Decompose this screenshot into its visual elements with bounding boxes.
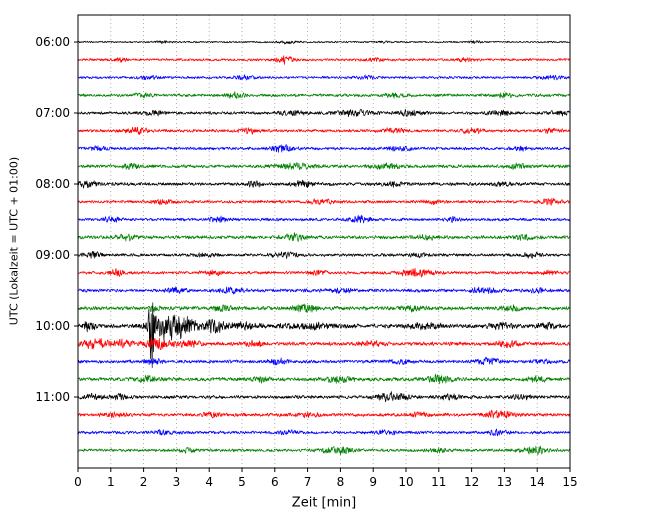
trace-09:30 <box>78 286 570 295</box>
trace-09:00 <box>78 250 570 259</box>
y-tick-label-10:00: 10:00 <box>35 319 70 333</box>
x-tick-label-15: 15 <box>562 475 577 489</box>
trace-08:30 <box>78 214 570 224</box>
plot-border <box>77 14 571 469</box>
x-tick-label-11: 11 <box>431 475 446 489</box>
trace-10:00 <box>78 302 570 368</box>
x-axis-label: Zeit [min] <box>291 495 357 511</box>
trace-06:45 <box>78 91 570 100</box>
trace-08:15 <box>78 197 570 206</box>
trace-11:45 <box>78 445 570 455</box>
y-tick-label-07:00: 07:00 <box>35 106 70 120</box>
x-tick-label-2: 2 <box>140 475 148 489</box>
x-tick-label-1: 1 <box>107 475 115 489</box>
x-tick-label-8: 8 <box>337 475 345 489</box>
x-tick-label-4: 4 <box>205 475 213 489</box>
trace-07:15 <box>78 126 570 135</box>
x-tick-label-6: 6 <box>271 475 279 489</box>
trace-08:00 <box>78 179 570 189</box>
x-tick-label-9: 9 <box>369 475 377 489</box>
trace-09:45 <box>78 303 570 314</box>
trace-10:15 <box>78 337 570 350</box>
traces-group <box>78 40 570 455</box>
trace-07:45 <box>78 162 570 170</box>
y-tick-label-08:00: 08:00 <box>35 177 70 191</box>
trace-06:30 <box>78 74 570 81</box>
y-tick-label-11:00: 11:00 <box>35 390 70 404</box>
trace-11:00 <box>78 391 570 403</box>
trace-07:30 <box>78 144 570 153</box>
x-tick-label-5: 5 <box>238 475 246 489</box>
x-tick-label-10: 10 <box>398 475 413 489</box>
y-tick-label-06:00: 06:00 <box>35 35 70 49</box>
x-tick-label-7: 7 <box>304 475 312 489</box>
y-tick-label-09:00: 09:00 <box>35 248 70 262</box>
trace-06:00 <box>78 40 570 45</box>
trace-08:45 <box>78 232 570 243</box>
trace-10:45 <box>78 373 570 385</box>
trace-06:15 <box>78 55 570 65</box>
trace-07:00 <box>78 109 570 118</box>
trace-09:15 <box>78 268 570 278</box>
trace-10:30 <box>78 356 570 366</box>
x-tick-label-0: 0 <box>74 475 82 489</box>
trace-11:15 <box>78 409 570 419</box>
x-tick-label-3: 3 <box>173 475 181 489</box>
y-axis-label: UTC (Lokalzeit = UTC + 01:00) <box>7 156 21 326</box>
x-tick-label-13: 13 <box>497 475 512 489</box>
x-tick-label-14: 14 <box>530 475 545 489</box>
trace-11:30 <box>78 428 570 437</box>
x-tick-label-12: 12 <box>464 475 479 489</box>
